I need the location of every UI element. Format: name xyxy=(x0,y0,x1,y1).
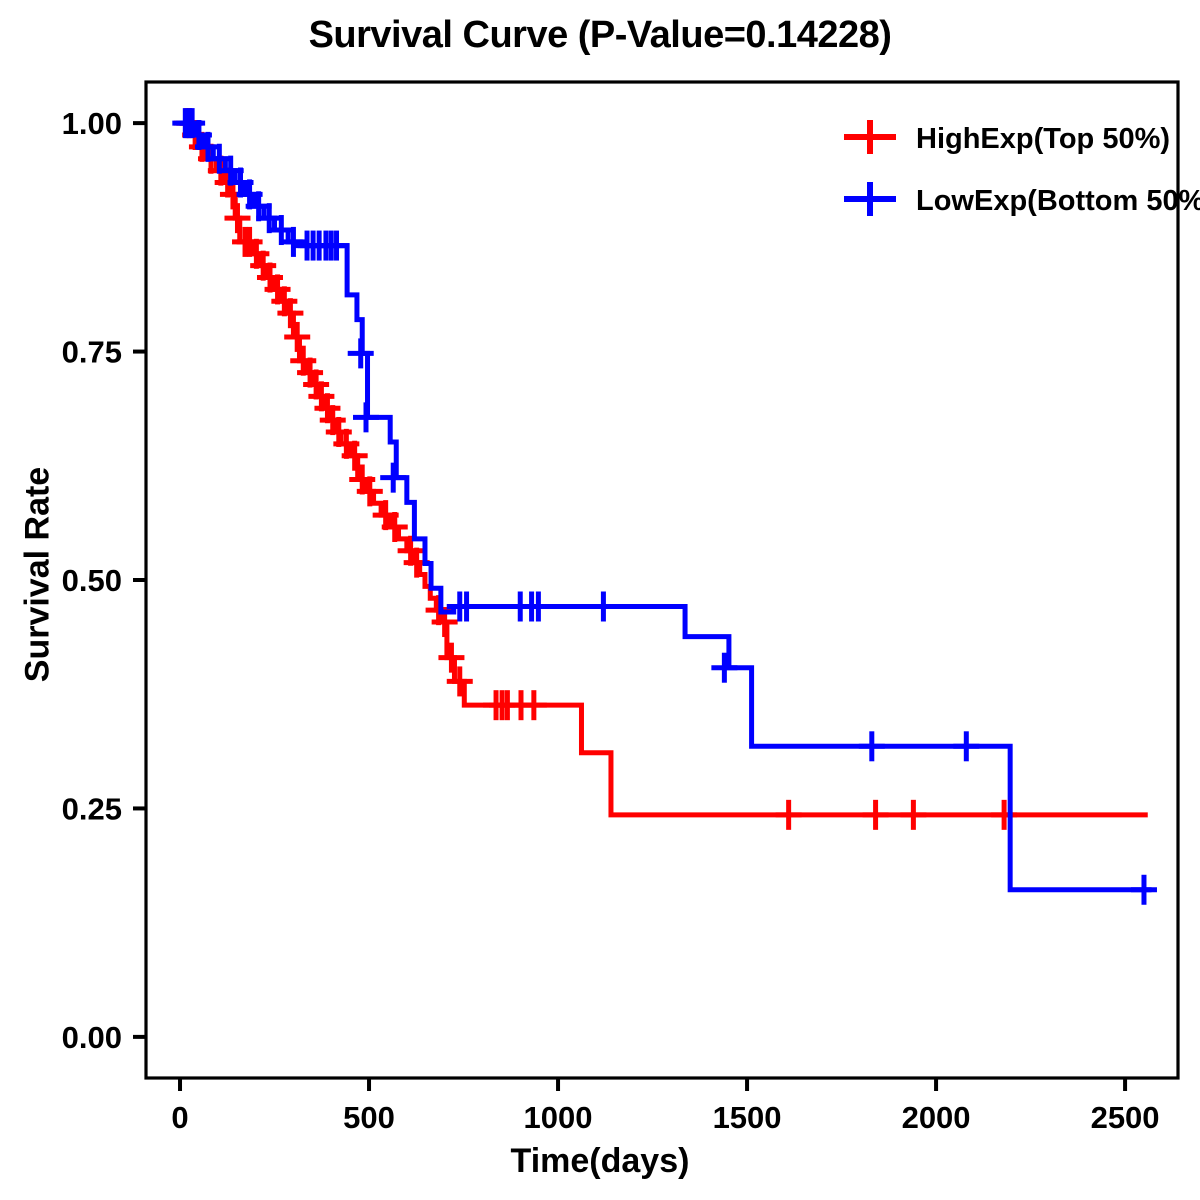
censor-mark xyxy=(862,799,889,830)
legend-entry-1[interactable]: LowExp(Bottom 50%) xyxy=(844,182,1200,217)
x-tick-label: 2500 xyxy=(1091,1100,1160,1135)
legend-label: HighExp(Top 50%) xyxy=(916,123,1170,155)
y-tick-label: 0.00 xyxy=(62,1020,122,1055)
y-tick-label: 0.25 xyxy=(62,791,122,826)
y-tick-label: 0.50 xyxy=(62,563,122,598)
censor-mark xyxy=(711,652,738,683)
censor-mark xyxy=(438,642,465,673)
data-series-layer xyxy=(172,108,1157,905)
y-tick-label: 0.75 xyxy=(62,335,122,370)
censor-mark xyxy=(775,799,802,830)
x-axis-label: Time(days) xyxy=(510,1142,690,1180)
censor-mark xyxy=(353,402,380,433)
x-axis-ticks: 0 500 1000 1500 2000 2500 xyxy=(171,1078,1160,1135)
censor-mark xyxy=(520,690,547,721)
x-tick-label: 0 xyxy=(171,1100,188,1135)
censor-mark xyxy=(284,321,311,352)
censor-mark xyxy=(381,512,408,543)
censor-mark xyxy=(277,298,304,329)
censor-mark xyxy=(380,462,407,493)
censor-mark xyxy=(323,230,350,261)
plot-border xyxy=(144,80,1180,1080)
y-axis-ticks: 0.00 0.25 0.50 0.75 1.00 xyxy=(62,106,146,1055)
censor-mark xyxy=(224,203,251,234)
censor-mark xyxy=(341,440,368,471)
x-tick-label: 500 xyxy=(343,1100,395,1135)
censor-mark xyxy=(1130,874,1157,905)
censor-mark xyxy=(280,226,307,257)
censor-mark xyxy=(590,591,617,622)
x-tick-label: 2000 xyxy=(902,1100,971,1135)
legend-entry-0[interactable]: HighExp(Top 50%) xyxy=(844,120,1170,155)
step-line xyxy=(180,120,1148,818)
legend-label: LowExp(Bottom 50%) xyxy=(916,185,1200,217)
x-tick-label: 1000 xyxy=(524,1100,593,1135)
censor-mark xyxy=(953,731,980,762)
series-1 xyxy=(172,108,1157,905)
plot-frame xyxy=(144,80,1180,1080)
x-tick-label: 1500 xyxy=(713,1100,782,1135)
censor-mark xyxy=(900,799,927,830)
censor-mark xyxy=(991,799,1018,830)
censor-mark xyxy=(453,591,480,622)
censor-mark xyxy=(525,591,552,622)
page-title: Survival Curve (P-Value=0.14228) xyxy=(308,14,892,56)
censor-mark xyxy=(347,338,374,369)
censor-mark xyxy=(446,666,473,697)
censor-mark xyxy=(356,476,383,507)
y-tick-label: 1.00 xyxy=(62,106,122,141)
censor-mark xyxy=(858,731,885,762)
legend: HighExp(Top 50%) LowExp(Bottom 50%) xyxy=(844,120,1200,217)
